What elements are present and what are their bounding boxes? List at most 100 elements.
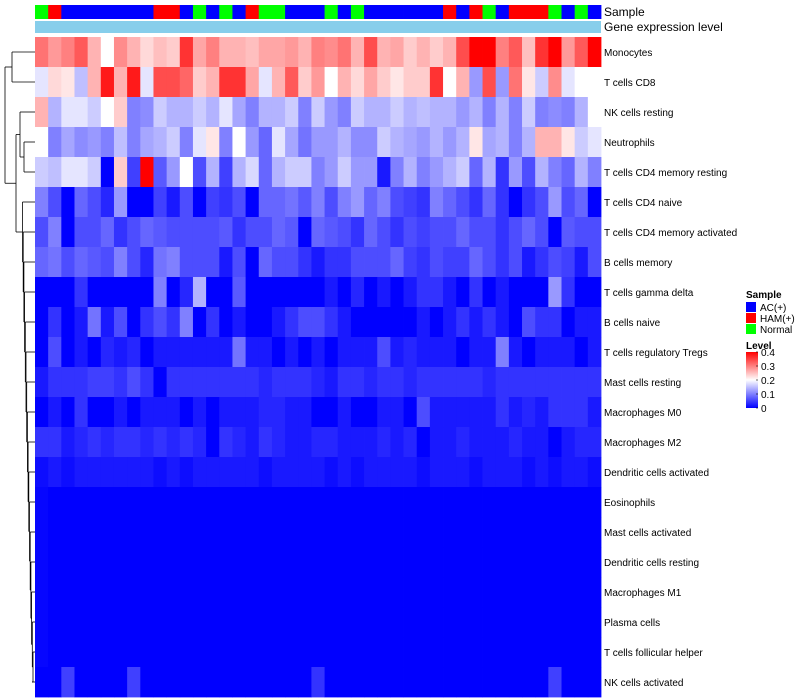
heatmap-cell [127,637,141,668]
heatmap-cell [192,607,207,638]
heatmap-cell [350,127,365,158]
heatmap-cell [87,427,102,458]
heatmap-cell [508,337,523,368]
heatmap-cell [508,517,523,548]
heatmap-cell [535,337,549,368]
heatmap-cell [495,37,510,68]
heatmap-cell [350,667,365,698]
heatmap-cell [113,37,128,68]
heatmap-cell [456,337,470,368]
heatmap-cell [364,577,378,608]
heatmap-cell [140,307,154,338]
expression-annotation-bar [35,21,601,33]
heatmap-cell [166,607,181,638]
heatmap-cell [482,487,497,518]
heatmap-cell [390,337,404,368]
row-label: T cells CD8 [604,78,656,89]
heatmap-cell [508,607,523,638]
heatmap-cell [403,607,418,638]
heatmap-cell [179,487,194,518]
heatmap-cell [74,517,89,548]
heatmap-cell [390,217,404,248]
heatmap-cell [271,307,286,338]
heatmap-cell [403,247,418,278]
heatmap-cell [245,487,260,518]
heatmap-cell [548,157,562,188]
heatmap-cell [298,307,312,338]
sample-cell [350,5,365,19]
sample-cell [364,5,378,19]
sample-cell [258,5,273,19]
heatmap-cell [324,37,339,68]
heatmap-cell [140,277,154,308]
heatmap-cell [574,277,589,308]
heatmap-cell [482,247,497,278]
heatmap-cell [271,427,286,458]
heatmap-cell [337,157,352,188]
heatmap-cell [35,397,49,428]
heatmap-cell [311,187,325,218]
heatmap-cell [324,487,339,518]
heatmap-cell [153,307,168,338]
heatmap-cell [548,637,562,668]
heatmap-cell [416,457,431,488]
heatmap-cell [495,427,510,458]
heatmap-cell [61,187,75,218]
heatmap-cell [74,337,89,368]
heatmap-cell [153,577,168,608]
heatmap-cell [535,487,549,518]
heatmap-cell [311,307,325,338]
heatmap-cell [403,517,418,548]
heatmap-cell [140,547,154,578]
heatmap-cell [377,37,391,68]
heatmap-cell [179,607,194,638]
heatmap-cell [48,247,62,278]
heatmap-cell [87,67,102,98]
heatmap-cell [166,457,181,488]
heatmap-cell [390,667,404,698]
heatmap-cell [574,217,589,248]
heatmap-cell [416,67,431,98]
heatmap-cell [113,337,128,368]
heatmap-cell [271,607,286,638]
heatmap-cell [443,217,457,248]
heatmap-cell [153,277,168,308]
heatmap-cell [113,247,128,278]
heatmap-cell [403,367,418,398]
heatmap-cell [271,337,286,368]
heatmap-cell [127,427,141,458]
heatmap-cell [443,157,457,188]
heatmap-cell [285,487,299,518]
heatmap-cell [245,427,260,458]
heatmap-cell [219,457,233,488]
heatmap-cell [561,457,576,488]
heatmap-cell [522,607,536,638]
heatmap-cell [574,427,589,458]
heatmap-cell [587,307,602,338]
heatmap-cell [324,637,339,668]
heatmap-cell [100,607,115,638]
sample-cell [429,5,444,19]
heatmap-cell [311,157,325,188]
heatmap-cell [232,97,247,128]
heatmap-cell [219,187,233,218]
heatmap-cell [258,127,273,158]
heatmap-cell [153,607,168,638]
heatmap-cell [35,367,49,398]
heatmap-cell [364,397,378,428]
heatmap-cell [232,397,247,428]
heatmap-cell [285,637,299,668]
heatmap-cell [87,127,102,158]
heatmap-cell [587,667,602,698]
heatmap-cell [245,397,260,428]
heatmap-cell [87,577,102,608]
heatmap-cell [364,547,378,578]
sample-legend-label: Normal [760,325,792,336]
heatmap-cell [482,187,497,218]
heatmap-cell [324,187,339,218]
heatmap-cell [140,427,154,458]
heatmap-cell [364,637,378,668]
heatmap-cell [179,97,194,128]
heatmap-cell [350,607,365,638]
heatmap-cell [166,547,181,578]
